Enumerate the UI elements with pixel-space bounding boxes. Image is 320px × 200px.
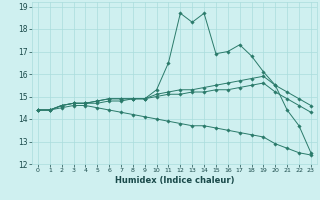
X-axis label: Humidex (Indice chaleur): Humidex (Indice chaleur) — [115, 176, 234, 185]
